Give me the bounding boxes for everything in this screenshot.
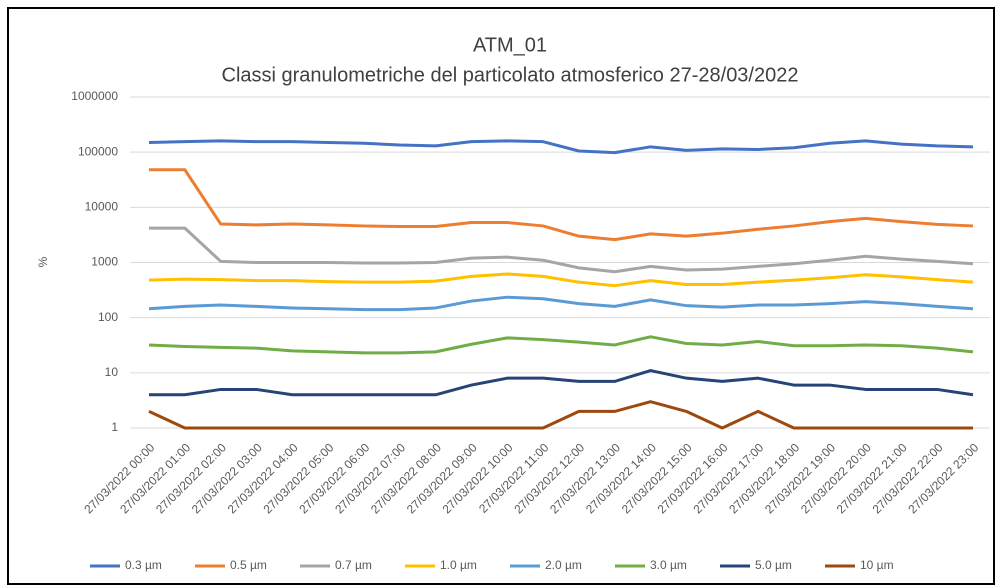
legend-label: 2.0 µm [545,558,582,572]
y-tick-label: 1000 [91,255,118,269]
series-line [149,369,974,397]
series-line [149,168,974,242]
y-tick-label: 100 [98,310,118,324]
chart-frame [7,7,995,585]
legend-label: 3.0 µm [650,558,687,572]
legend-label: 0.7 µm [335,558,372,572]
chart-title: ATM_01 [473,34,547,56]
legend-label: 0.5 µm [230,558,267,572]
y-axis-label: % [36,256,50,267]
chart-subtitle: Classi granulometriche del particolato a… [222,64,799,86]
legend-label: 1.0 µm [440,558,477,572]
y-tick-label: 1 [111,420,118,434]
series-line [148,295,974,312]
y-tick-label: 10000 [85,200,119,214]
legend-label: 0.3 µm [125,558,162,572]
legend-label: 5.0 µm [755,558,792,572]
series-line [149,226,974,274]
series-line [148,400,973,430]
series-line [148,335,974,355]
series-line [148,139,974,155]
y-tick-label: 100000 [78,144,118,158]
y-tick-label: 10 [105,365,119,379]
series-line [148,272,974,288]
legend-label: 10 µm [860,558,894,572]
y-tick-label: 1000000 [71,89,118,103]
